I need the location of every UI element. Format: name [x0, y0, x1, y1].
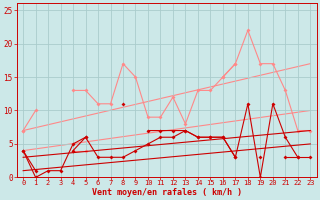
- X-axis label: Vent moyen/en rafales ( km/h ): Vent moyen/en rafales ( km/h ): [92, 188, 242, 197]
